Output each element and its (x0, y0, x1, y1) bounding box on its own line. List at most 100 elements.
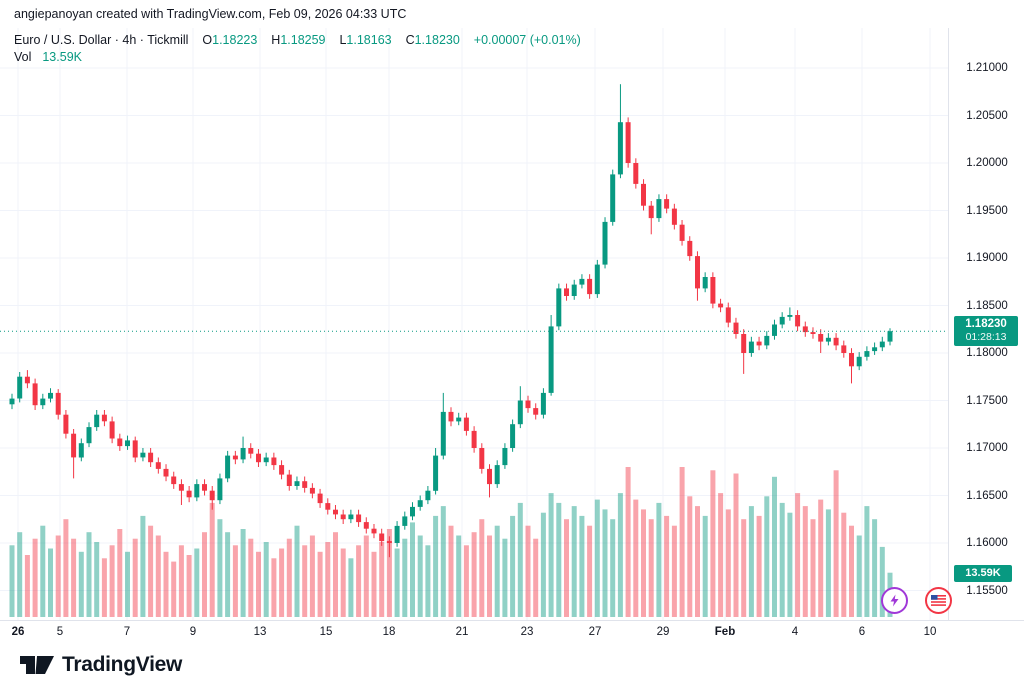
candle-body (232, 455, 238, 460)
volume-bar (32, 538, 38, 617)
candle-body (571, 284, 577, 296)
volume-bar (148, 525, 154, 617)
candle-body (463, 417, 469, 431)
candle-body (617, 122, 623, 175)
candle-body (602, 221, 608, 265)
candle-body (479, 448, 485, 469)
volume-bar (502, 538, 508, 617)
candle-body (517, 400, 523, 425)
candle-body (841, 345, 847, 353)
candle-body (109, 421, 115, 439)
volume-bar (741, 519, 747, 617)
tradingview-logo-icon (20, 656, 54, 674)
volume-bar (718, 493, 724, 617)
price-axis-label: 1.16000 (966, 537, 1008, 549)
volume-bar (440, 506, 446, 617)
lightning-icon (890, 594, 899, 607)
candle-body (733, 322, 739, 334)
time-axis[interactable]: 26 5 7 9 13 15 18 21 23 27 29 Feb 4 6 10 (0, 620, 1024, 645)
volume-bar (579, 515, 585, 617)
candle-body (363, 522, 369, 529)
candle-body (810, 332, 816, 334)
candle-body (271, 457, 277, 466)
time-axis-label: 15 (319, 626, 333, 638)
candle-body (356, 514, 362, 523)
volume-bar (140, 515, 146, 617)
volume-bar (510, 515, 516, 617)
volume-bar (494, 525, 500, 617)
volume-bar (225, 532, 231, 617)
volume-bar (194, 548, 200, 617)
price-axis-label: 1.16500 (966, 489, 1008, 502)
us-event-icon[interactable] (925, 587, 952, 614)
volume-bar (109, 545, 115, 617)
chart-canvas[interactable] (0, 28, 948, 620)
candle-body (448, 411, 454, 422)
volume-bar (656, 502, 662, 617)
time-axis-label: 23 (520, 626, 534, 638)
chart-legend: Euro / U.S. Dollar · 4h · Tickmill O1.18… (14, 33, 581, 64)
price-axis[interactable]: 1.21000 1.20500 1.20000 1.19500 1.19000 1.185… (948, 28, 1024, 645)
candle-body (795, 315, 801, 327)
volume-bar (425, 545, 431, 617)
volume-bar (163, 551, 169, 617)
tradingview-logo[interactable]: TradingView (20, 652, 182, 678)
volume-bar (533, 538, 539, 617)
candle-body (48, 392, 53, 399)
volume-bar (818, 499, 824, 617)
volume-bar (394, 548, 400, 617)
volume-bar (487, 535, 492, 617)
volume-bar (333, 532, 338, 617)
volume-bar (802, 506, 808, 617)
volume-bar (101, 558, 107, 617)
footer: TradingView (0, 645, 1024, 696)
candle-body (679, 224, 685, 241)
candle-body (78, 443, 84, 458)
volume-bar (24, 555, 30, 617)
volume-bar (648, 519, 654, 617)
candle-body (402, 516, 408, 526)
candle-body (417, 500, 423, 507)
volume-bar (772, 476, 777, 617)
candle-body (155, 462, 161, 469)
volume-bar (379, 542, 385, 617)
candle-body (348, 514, 354, 520)
candle-body (494, 465, 500, 485)
candle-body (240, 448, 246, 460)
candle-body (741, 334, 747, 353)
candle-body (217, 478, 223, 501)
interval-label[interactable]: 4h (122, 33, 137, 47)
candle-body (140, 452, 146, 458)
ohlc-open: O1.18223 (202, 33, 258, 47)
candle-body (825, 337, 831, 342)
volume-bar (456, 535, 462, 617)
volume-bar (756, 515, 762, 617)
candle-body (394, 525, 400, 543)
candle-body (633, 163, 639, 184)
volume-bar (433, 515, 439, 617)
volume-bar (132, 538, 138, 617)
volume-bar (17, 532, 23, 617)
price-axis-label: 1.19000 (966, 252, 1008, 264)
volume-bar (410, 522, 415, 617)
candle-body (309, 487, 315, 494)
volume-bar (271, 558, 277, 617)
candle-body (787, 315, 793, 317)
economic-event-icon[interactable] (881, 587, 908, 614)
volume-bar (417, 535, 423, 617)
price-axis-label: 1.18000 (966, 347, 1008, 359)
candle-body (433, 455, 439, 491)
volume-bar (787, 512, 793, 617)
volume-bar (587, 525, 593, 617)
volume-bar (463, 545, 469, 617)
candle-body (386, 541, 392, 543)
candle-body (194, 484, 200, 498)
candlestick-plot[interactable] (0, 28, 948, 620)
symbol-title[interactable]: Euro / U.S. Dollar (14, 33, 112, 47)
time-axis-label: 18 (382, 626, 396, 638)
volume-bar (856, 535, 862, 617)
time-axis-label: 29 (656, 626, 670, 638)
volume-bar (263, 542, 269, 617)
candle-body (302, 481, 308, 488)
candle-body (564, 288, 569, 296)
